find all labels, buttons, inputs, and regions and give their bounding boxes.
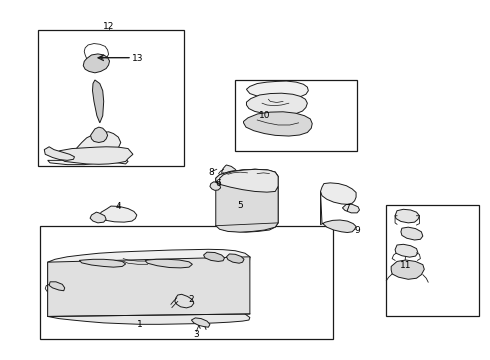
Polygon shape bbox=[48, 158, 128, 165]
Polygon shape bbox=[216, 169, 278, 192]
Text: 2: 2 bbox=[189, 295, 194, 304]
Polygon shape bbox=[244, 112, 312, 136]
Polygon shape bbox=[226, 254, 244, 263]
Polygon shape bbox=[74, 132, 121, 161]
Polygon shape bbox=[49, 282, 65, 291]
Polygon shape bbox=[391, 260, 424, 279]
Bar bbox=[386, 205, 479, 316]
Text: 4: 4 bbox=[116, 202, 121, 211]
Polygon shape bbox=[220, 169, 278, 232]
Polygon shape bbox=[401, 227, 423, 240]
Polygon shape bbox=[99, 206, 137, 222]
Polygon shape bbox=[192, 318, 210, 327]
Text: 10: 10 bbox=[259, 111, 270, 120]
Text: 5: 5 bbox=[237, 201, 243, 210]
Polygon shape bbox=[48, 249, 250, 269]
Polygon shape bbox=[343, 204, 360, 213]
Polygon shape bbox=[210, 182, 220, 190]
Polygon shape bbox=[48, 257, 250, 324]
Polygon shape bbox=[93, 80, 104, 123]
Bar bbox=[38, 30, 184, 166]
Text: 7: 7 bbox=[344, 204, 350, 213]
Polygon shape bbox=[246, 81, 308, 99]
Polygon shape bbox=[216, 169, 278, 189]
Polygon shape bbox=[55, 147, 133, 164]
Polygon shape bbox=[48, 257, 250, 316]
Bar bbox=[40, 226, 333, 339]
Text: 13: 13 bbox=[132, 54, 144, 63]
Polygon shape bbox=[145, 259, 193, 268]
Polygon shape bbox=[91, 127, 108, 143]
Polygon shape bbox=[320, 192, 356, 233]
Text: 9: 9 bbox=[354, 225, 360, 234]
Text: 3: 3 bbox=[194, 330, 199, 339]
Text: 11: 11 bbox=[400, 261, 412, 270]
Polygon shape bbox=[44, 147, 74, 160]
Text: 6: 6 bbox=[215, 179, 221, 188]
Text: 12: 12 bbox=[103, 22, 114, 31]
Polygon shape bbox=[395, 244, 418, 257]
Polygon shape bbox=[90, 212, 106, 223]
Polygon shape bbox=[79, 259, 125, 267]
Polygon shape bbox=[395, 209, 419, 223]
Polygon shape bbox=[320, 183, 356, 204]
Text: 1: 1 bbox=[137, 320, 143, 329]
Bar bbox=[235, 80, 357, 152]
Polygon shape bbox=[83, 54, 110, 73]
Polygon shape bbox=[216, 181, 278, 232]
Polygon shape bbox=[246, 93, 307, 115]
Polygon shape bbox=[175, 294, 194, 308]
Polygon shape bbox=[203, 252, 224, 261]
Polygon shape bbox=[221, 165, 238, 177]
Text: 8: 8 bbox=[208, 168, 214, 177]
